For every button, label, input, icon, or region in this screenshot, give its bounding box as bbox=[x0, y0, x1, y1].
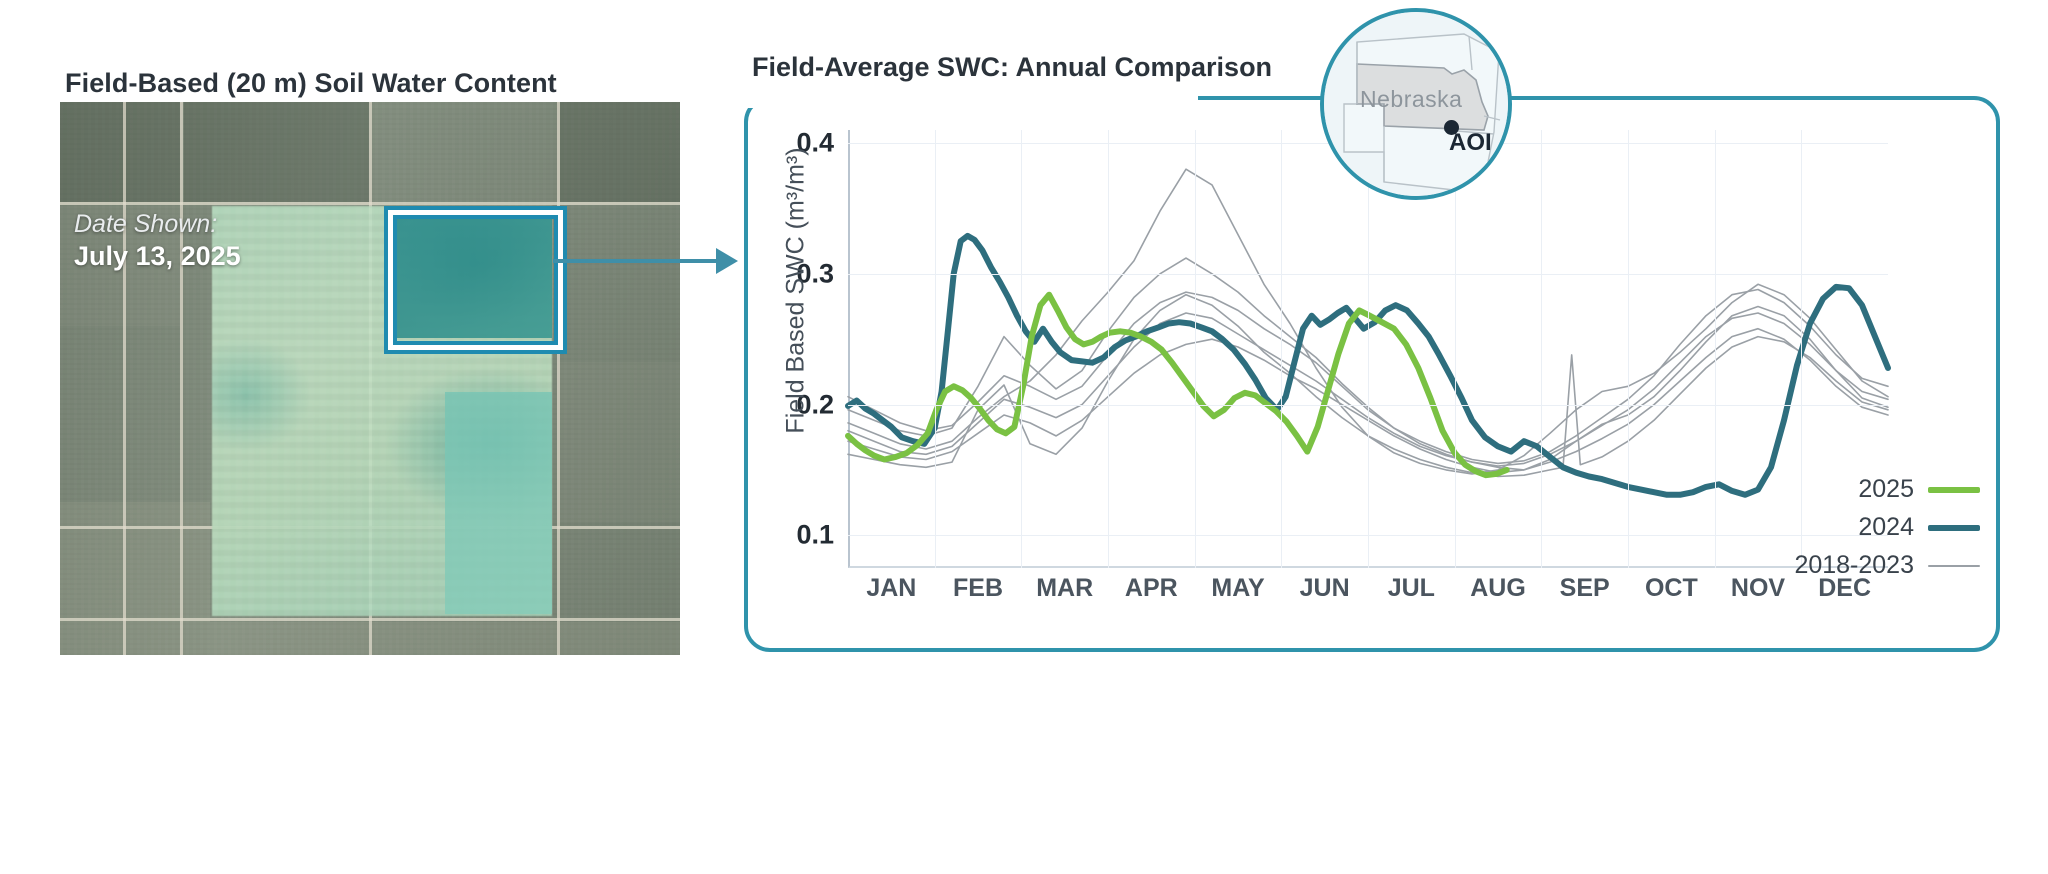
x-axis-tick-label: JUL bbox=[1387, 574, 1435, 602]
grid-line-horizontal bbox=[848, 535, 1888, 537]
x-axis-tick-label: APR bbox=[1124, 574, 1178, 602]
grid-line-vertical bbox=[1454, 130, 1456, 568]
legend-item[interactable]: 2024 bbox=[1858, 513, 1980, 542]
grid-line-vertical bbox=[1368, 130, 1369, 568]
legend-item[interactable]: 2018-2023 bbox=[1794, 551, 1980, 580]
chart-panel-title: Field-Average SWC: Annual Comparison bbox=[752, 52, 1273, 82]
x-axis-labels: JAN FEB MAR APR MAY JUN JUL AUG SEP OCT NOV DEC bbox=[848, 574, 1888, 614]
grid-line-horizontal bbox=[848, 404, 1888, 406]
grid-line-vertical bbox=[1801, 130, 1803, 568]
x-axis-tick-label: DEC bbox=[1818, 574, 1872, 602]
legend-item[interactable]: 2025 bbox=[1858, 475, 1980, 504]
x-axis-tick-label: AUG bbox=[1470, 574, 1526, 602]
sat-field-block bbox=[184, 102, 369, 202]
inset-state-label: Nebraska bbox=[1360, 86, 1463, 112]
nebraska-inset-map: Nebraska AOI bbox=[1320, 8, 1512, 200]
grid-line-vertical bbox=[1021, 130, 1023, 568]
chart-title-mask bbox=[738, 84, 1198, 108]
x-axis-tick-label: MAR bbox=[1036, 574, 1094, 602]
grid-line-horizontal bbox=[848, 273, 1888, 275]
grid-line-vertical bbox=[934, 130, 936, 568]
satellite-map-figure[interactable]: Date Shown: July 13, 2025 SWC (m³/m³) 0 … bbox=[60, 102, 680, 655]
x-axis-tick-label: NOV bbox=[1730, 574, 1786, 602]
aoi-selection-box[interactable] bbox=[384, 206, 567, 354]
series-line-2025 bbox=[845, 291, 1510, 479]
series-line-2024 bbox=[845, 232, 1891, 498]
grid-line-vertical bbox=[1108, 130, 1109, 568]
sat-field-block bbox=[210, 622, 680, 655]
y-axis-title: Field Based SWC (m³/m³) bbox=[781, 147, 810, 434]
x-axis-tick-label: SEP bbox=[1559, 574, 1610, 602]
sat-field-block bbox=[60, 502, 210, 655]
grid-line-vertical bbox=[1194, 130, 1196, 568]
legend-item-label: 2018-2023 bbox=[1794, 551, 1914, 579]
legend-item-label: 2025 bbox=[1858, 475, 1914, 503]
x-axis-tick-label: FEB bbox=[953, 574, 1003, 602]
connector-arrow-head bbox=[716, 248, 738, 274]
sat-field-block bbox=[60, 102, 180, 202]
sat-field-block bbox=[60, 206, 180, 326]
aoi-selection-box-inner bbox=[393, 215, 558, 345]
legend-item-label: 2024 bbox=[1858, 513, 1914, 541]
y-axis-labels: 0.1 0.2 0.3 0.4 bbox=[744, 127, 844, 568]
legend-item-swatch bbox=[1928, 486, 1980, 493]
date-shown-value: July 13, 2025 bbox=[74, 241, 241, 271]
x-axis-tick-label: JAN bbox=[866, 574, 917, 602]
grid-line-vertical bbox=[1541, 130, 1543, 568]
nebraska-inset-svg bbox=[1324, 12, 1508, 196]
x-axis-tick-label: OCT bbox=[1644, 574, 1698, 602]
road-line bbox=[557, 102, 560, 655]
series-line-2021 bbox=[847, 293, 1889, 478]
legend-item-swatch bbox=[1928, 524, 1980, 531]
aoi-marker-dot bbox=[1444, 120, 1459, 135]
connector-arrow-line bbox=[553, 259, 719, 263]
sat-field-block bbox=[557, 362, 680, 522]
road-line bbox=[123, 102, 126, 655]
y-axis-tick-label: 0.2 bbox=[796, 389, 834, 420]
date-shown-label: Date Shown: bbox=[74, 210, 218, 238]
grid-line-vertical bbox=[1281, 130, 1283, 568]
sat-field-block bbox=[560, 102, 680, 202]
y-axis-tick-label: 0.3 bbox=[796, 258, 834, 289]
map-panel-title: Field-Based (20 m) Soil Water Content bbox=[65, 68, 557, 98]
chart-legend: 2025 2024 2018-2023 bbox=[1794, 475, 1980, 580]
plot-area[interactable] bbox=[845, 130, 1891, 568]
y-axis-tick-label: 0.1 bbox=[796, 519, 834, 550]
aoi-marker-label: AOI bbox=[1449, 129, 1492, 156]
y-axis-tick-label: 0.4 bbox=[796, 127, 834, 158]
map-panel: Field-Based (20 m) Soil Water Content bbox=[60, 60, 680, 860]
grid-line-vertical bbox=[1628, 130, 1629, 568]
x-axis-tick-label: JUN bbox=[1299, 574, 1350, 602]
road-line bbox=[180, 102, 183, 655]
date-annotation: Date Shown: July 13, 2025 bbox=[74, 210, 241, 272]
x-axis-tick-label: MAY bbox=[1211, 574, 1265, 602]
grid-line-vertical bbox=[1714, 130, 1716, 568]
legend-item-swatch bbox=[1928, 564, 1980, 567]
swc-raster-high-patch bbox=[397, 210, 552, 338]
swc-raster-mid-patch bbox=[445, 392, 552, 614]
